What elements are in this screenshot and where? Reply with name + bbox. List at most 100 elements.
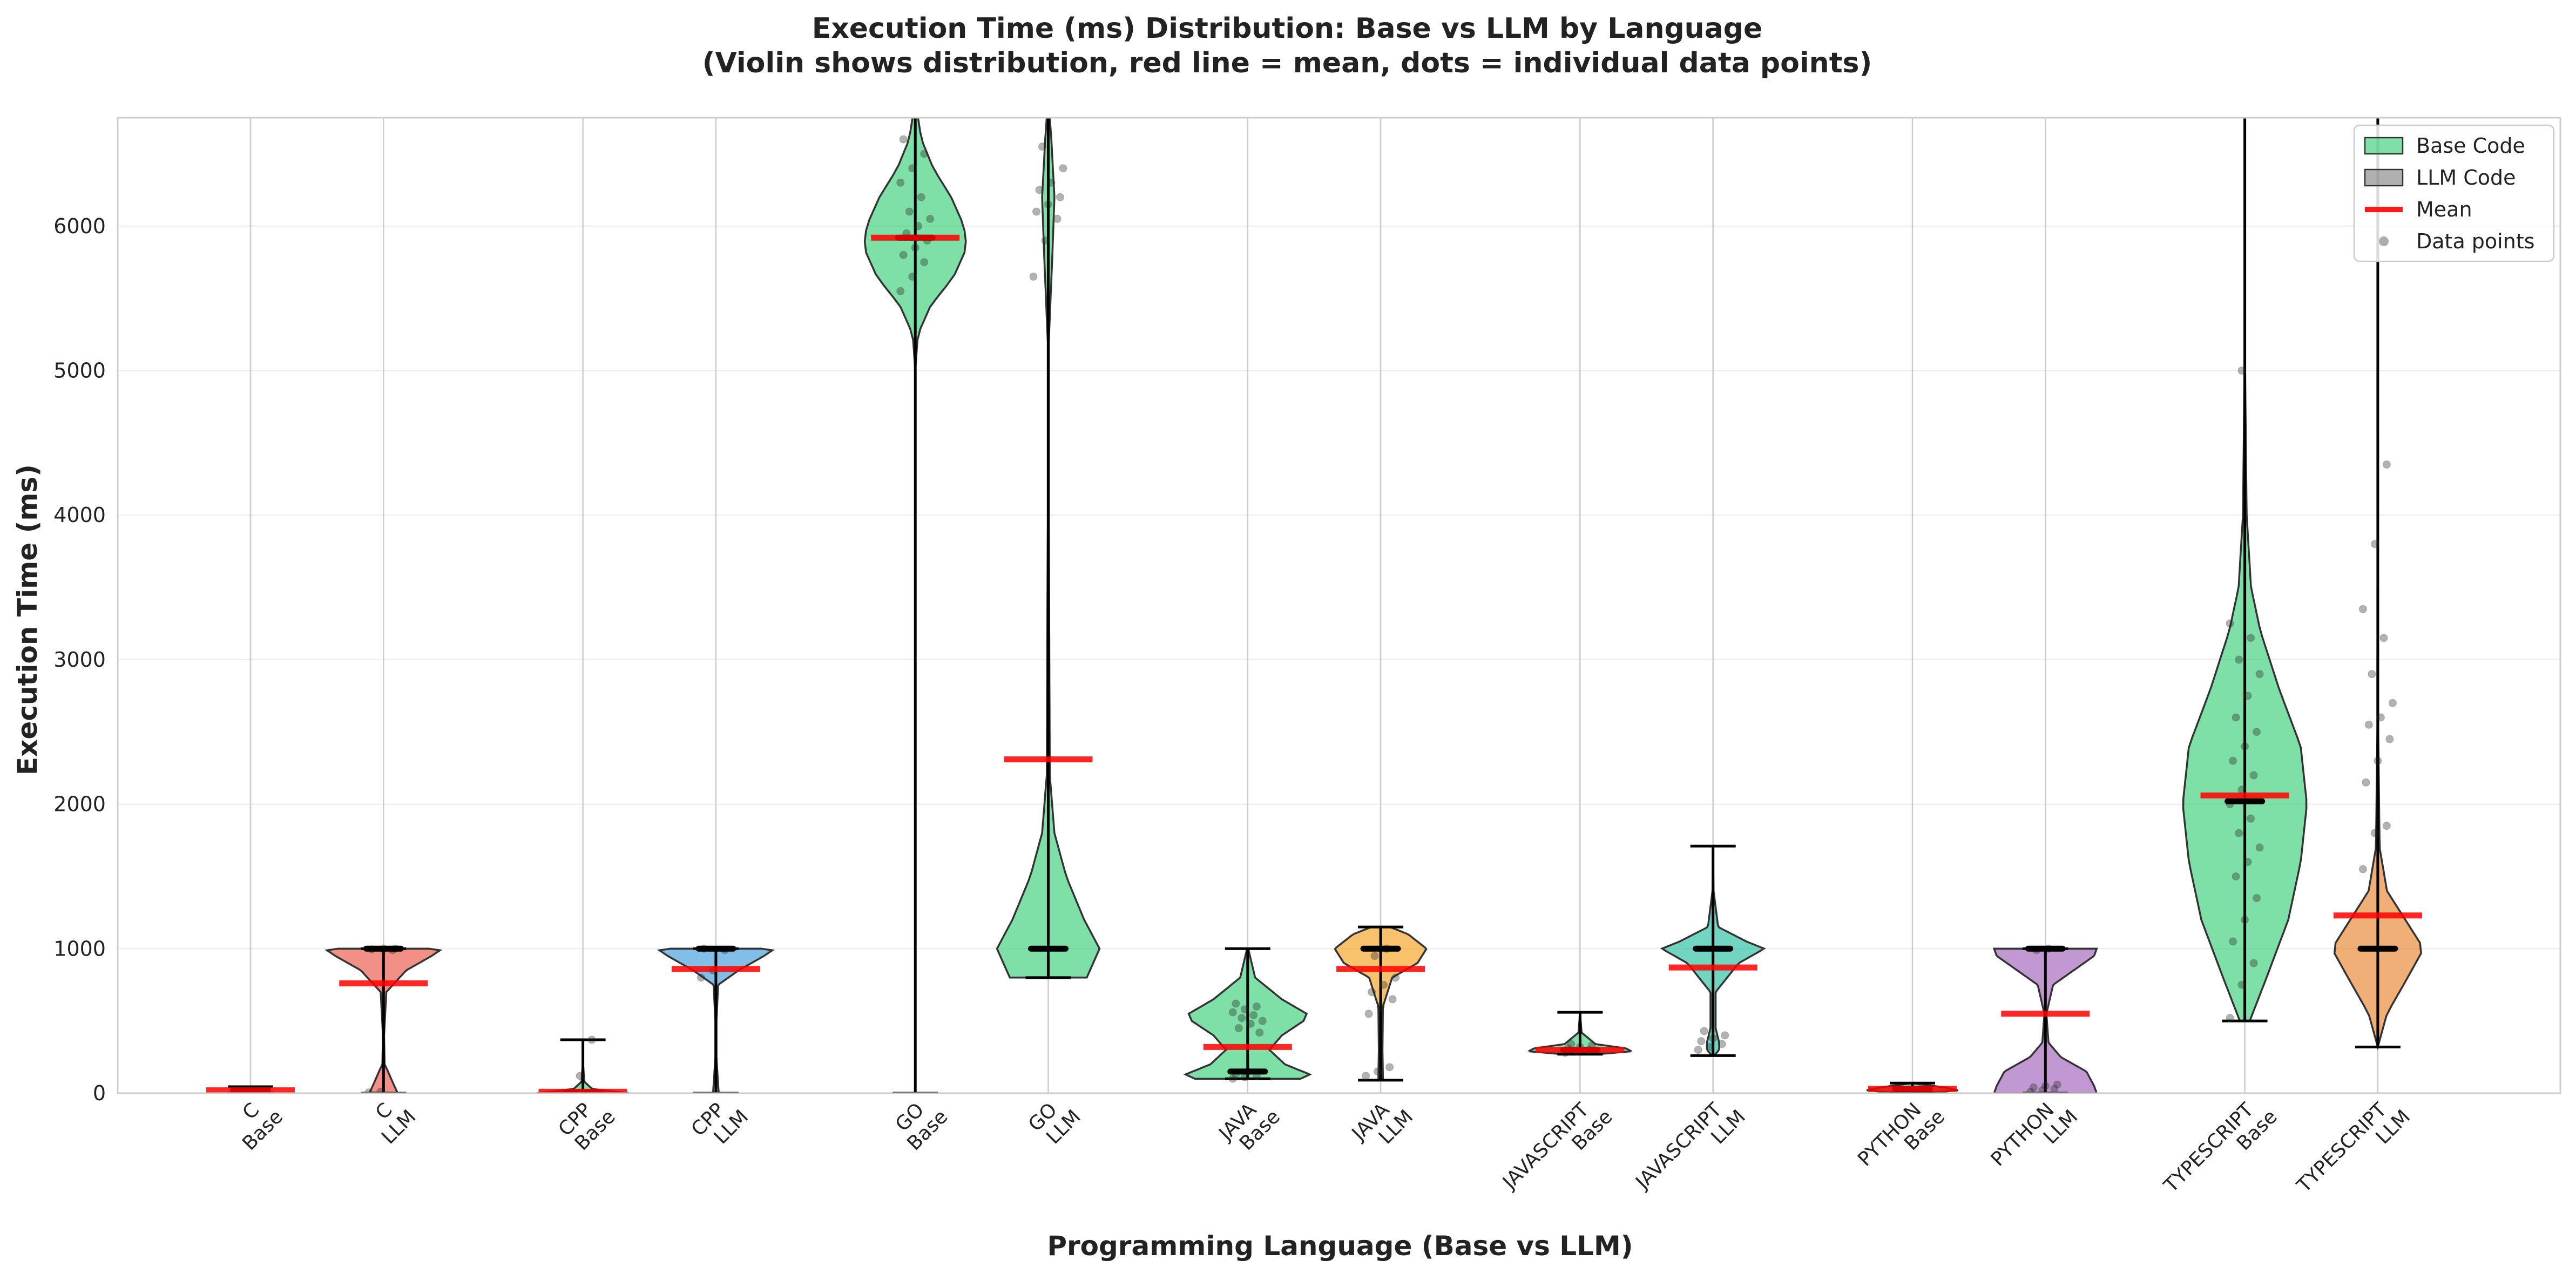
x-tick-label: JAVALLM: [1347, 1091, 1417, 1161]
y-tick-label: 5000: [53, 358, 106, 382]
data-point: [2226, 619, 2234, 628]
data-point: [2235, 829, 2243, 837]
data-point: [1721, 1031, 1729, 1040]
data-point: [2229, 937, 2237, 946]
data-point: [1047, 178, 1056, 187]
data-point: [1240, 1005, 1249, 1014]
data-point: [1038, 143, 1046, 151]
data-point: [1380, 980, 1388, 989]
legend: Base Code LLM Code Mean Data points: [2353, 124, 2555, 262]
data-point: [2026, 1087, 2035, 1093]
x-tick-label: CPPLLM: [687, 1091, 753, 1156]
x-tick-label: CPPBase: [554, 1091, 619, 1156]
data-point: [2249, 771, 2258, 780]
data-point: [917, 193, 925, 201]
data-point: [1694, 1046, 1702, 1054]
data-point: [1364, 1010, 1373, 1018]
data-point: [896, 178, 905, 187]
data-point: [1362, 1072, 1370, 1080]
y-axis-label: Execution Time (ms): [12, 464, 43, 775]
data-point: [2385, 735, 2394, 743]
data-point: [920, 150, 929, 158]
data-point: [1391, 973, 1400, 982]
x-tick-label: TYPESCRIPTLLM: [2293, 1091, 2415, 1213]
data-point: [1368, 988, 1376, 997]
y-tick-label: 1000: [53, 937, 106, 960]
data-point: [2247, 634, 2255, 642]
violin-group-python-llm: [1992, 944, 2098, 1093]
data-point: [905, 207, 914, 216]
violin-group-cpp-base: [537, 1035, 629, 1093]
data-point: [2232, 713, 2240, 722]
data-point: [2241, 916, 2249, 924]
data-point: [1032, 207, 1040, 216]
data-point: [576, 1072, 584, 1080]
data-point: [2247, 814, 2255, 823]
data-point: [1709, 1034, 1718, 1042]
violin-group-python-base: [1866, 1081, 1959, 1093]
data-point: [1232, 999, 1240, 1008]
data-point: [899, 135, 908, 144]
data-point: [1249, 1011, 1258, 1019]
data-point: [920, 258, 929, 267]
x-axis-label: Programming Language (Base vs LLM): [1047, 1230, 1633, 1262]
data-point: [1374, 1067, 1382, 1076]
violin-group-java-llm: [1334, 925, 1428, 1082]
data-point: [2029, 1083, 2038, 1092]
data-point: [908, 272, 917, 281]
data-point: [2255, 670, 2264, 679]
data-point: [1255, 1028, 1264, 1037]
data-point: [2376, 713, 2385, 722]
data-point: [2374, 756, 2382, 765]
data-point: [2226, 1014, 2234, 1022]
data-point: [2370, 540, 2379, 548]
chart-subtitle: (Violin shows distribution, red line = m…: [702, 47, 1872, 79]
data-point: [2382, 822, 2391, 830]
plot-area: 0 1000 2000 3000 4000 5000 6000 CBase CLLM CPPBas…: [53, 117, 2561, 1213]
violin-group-cpp-llm: [657, 944, 775, 1093]
data-point: [1376, 1002, 1385, 1011]
data-point: [2243, 858, 2252, 866]
data-point: [914, 222, 923, 231]
x-tick-label: CBase: [223, 1091, 287, 1155]
data-point: [697, 973, 705, 982]
data-point: [2253, 894, 2261, 903]
chart-title: Execution Time (ms) Distribution: Base v…: [812, 12, 1763, 45]
data-point: [1700, 1027, 1708, 1035]
data-point: [911, 243, 919, 252]
x-tick-label: CLLM: [362, 1091, 421, 1149]
x-tick-label: JAVABase: [1214, 1091, 1284, 1161]
x-tick-label-language: TYPESCRIPT: [2293, 1099, 2391, 1197]
y-tick-label: 2000: [53, 793, 106, 816]
legend-box: [2353, 124, 2555, 262]
data-point: [1246, 1020, 1255, 1028]
data-point: [2235, 655, 2243, 664]
data-point: [2237, 366, 2246, 375]
data-point: [1252, 1002, 1261, 1011]
data-point: [1053, 214, 1061, 223]
x-tick-label: JAVASCRIPTBase: [1498, 1091, 1617, 1209]
legend-swatch: [2379, 236, 2389, 246]
data-point: [2229, 756, 2237, 765]
x-tick-label: JAVASCRIPTLLM: [1631, 1091, 1750, 1209]
legend-label: Base Code: [2416, 134, 2525, 158]
data-point: [2358, 865, 2367, 873]
data-point: [1041, 236, 1050, 245]
data-point: [1388, 995, 1397, 1004]
data-point: [2243, 692, 2252, 700]
data-point: [2237, 980, 2246, 989]
x-tick-label-language: JAVASCRIPT: [1631, 1099, 1727, 1194]
x-tick-label: TYPESCRIPTBase: [2160, 1091, 2282, 1213]
y-tick-label: 0: [93, 1081, 106, 1105]
data-point: [1385, 1063, 1394, 1072]
data-point: [2053, 1080, 2061, 1089]
x-tick-label: GOLLM: [1024, 1091, 1085, 1152]
data-point: [2358, 605, 2367, 613]
data-point: [2364, 720, 2373, 729]
data-point: [926, 214, 935, 223]
data-point: [1706, 1042, 1714, 1051]
data-point: [908, 164, 917, 173]
data-point: [1228, 1008, 1237, 1017]
data-point: [376, 1087, 385, 1093]
y-tick-label: 3000: [53, 648, 106, 672]
